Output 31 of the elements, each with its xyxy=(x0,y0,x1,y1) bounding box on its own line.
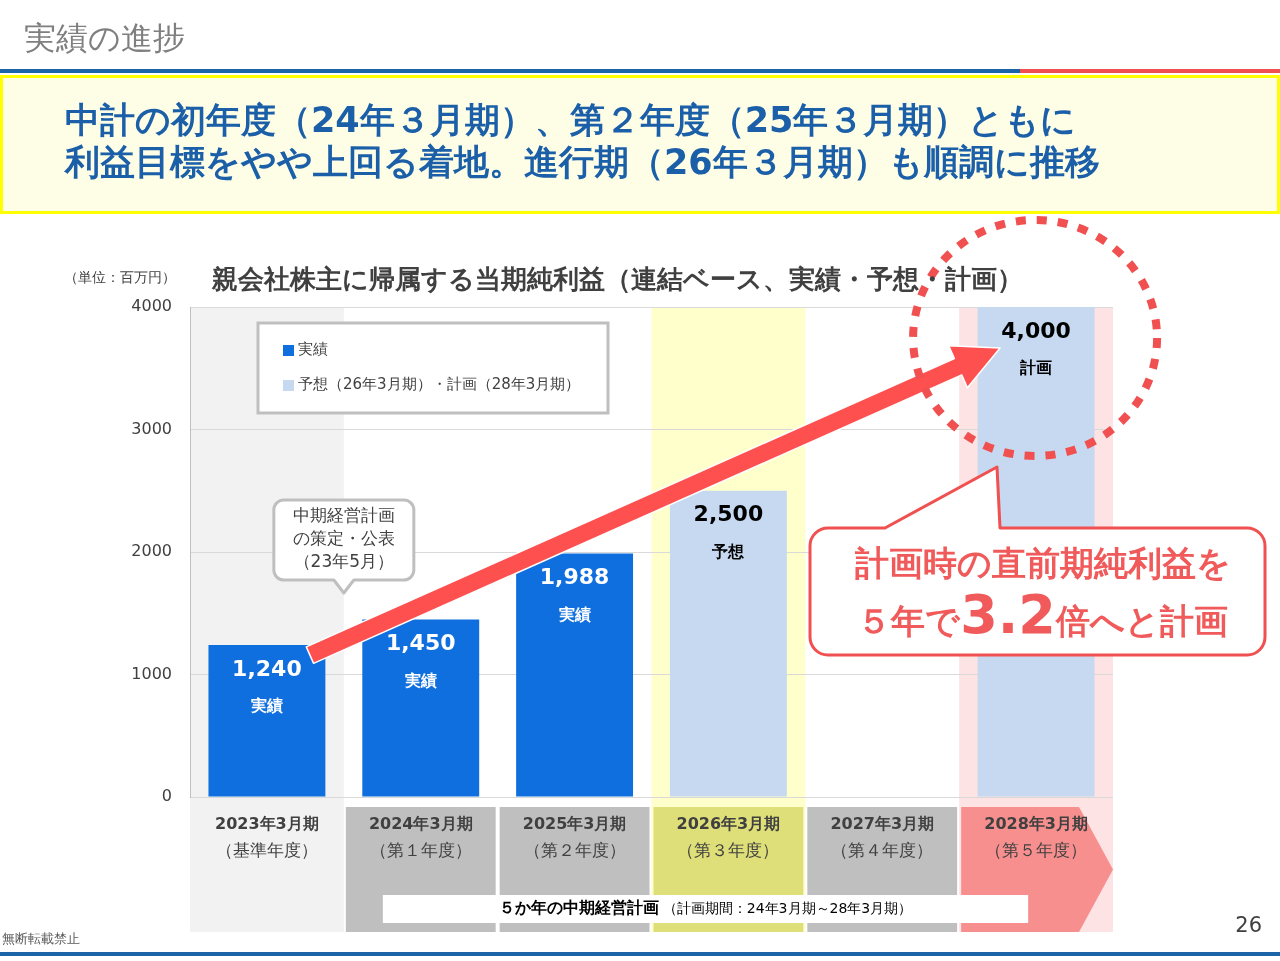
y-tick-label: 4000 xyxy=(131,296,172,316)
bar xyxy=(208,645,326,797)
text: 26 xyxy=(1235,913,1262,938)
data-label: 1,450 実績 xyxy=(385,630,456,690)
data-label: 2,500 予想 xyxy=(693,501,764,561)
x-tick-label: 2027年3月期（第４年度） xyxy=(830,814,935,861)
data-label: 1,240 実績 xyxy=(232,655,302,716)
chart-subtitle: 中計の初年度（24年３月期）、第２年度（25年３月期）ともに利益目標をやや上回る着地。進行期（26年３月期）も順調に推移 xyxy=(65,99,1101,183)
legend-label: 実績 xyxy=(298,339,328,358)
text: （計画期間：24年3月期～28年3月期） xyxy=(662,899,913,916)
text: 実績の進捗 xyxy=(24,18,185,58)
data-label: 1,988 実績 xyxy=(539,564,610,624)
annotation: 計画時の直前期純利益を５年で3.2倍へと計画 xyxy=(853,543,1231,646)
legend-label: 予想（26年3月期）・計画（28年3月期） xyxy=(298,374,581,393)
x-tick-label: 2024年3月期（第１年度） xyxy=(368,814,473,861)
x-tick-label: 2025年3月期（第２年度） xyxy=(522,814,627,861)
data-label: 4,000 計画 xyxy=(1001,317,1071,378)
y-tick-label: 3000 xyxy=(131,418,172,438)
x-tick-label: 2028年3月期（第５年度） xyxy=(984,814,1088,861)
x-tick-label: 2026年3月期（第３年度） xyxy=(676,814,781,861)
x-tick-label: 2023年3月期（基準年度） xyxy=(215,814,319,861)
y-tick-label: 0 xyxy=(161,786,172,806)
text: 無断転載禁止 xyxy=(2,931,80,947)
y-tick-label: 1000 xyxy=(131,663,172,683)
y-tick-label: 2000 xyxy=(131,541,172,561)
bar xyxy=(669,490,787,797)
bar xyxy=(362,619,480,797)
y-axis-title: （単位：百万円） xyxy=(64,268,176,285)
annotation: 中期経営計画の策定・公表（23年5月） xyxy=(292,505,395,572)
bar xyxy=(516,553,634,797)
text: ５か年の中期経営計画 xyxy=(498,898,659,918)
